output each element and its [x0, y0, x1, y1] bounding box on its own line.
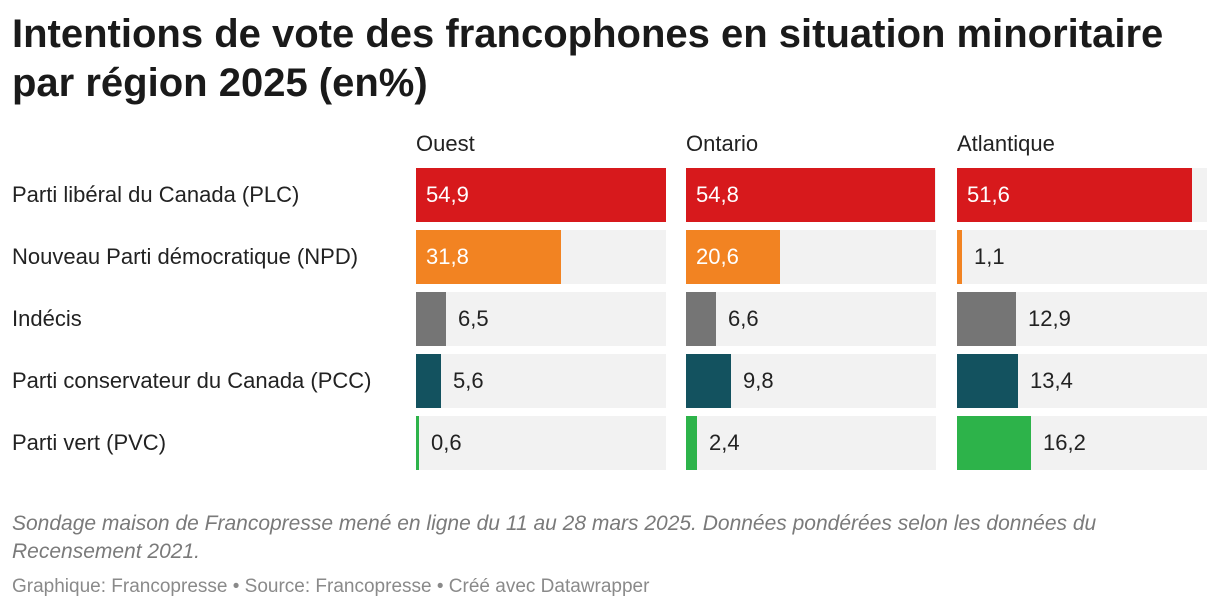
bar-track: 31,8	[416, 230, 666, 284]
category-label-3: Parti conservateur du Canada (PCC)	[12, 368, 372, 393]
bar-track: 54,9	[416, 168, 666, 222]
panel-header-0: Ouest	[416, 131, 475, 156]
bar-track: 1,1	[957, 230, 1207, 284]
data-label: 5,6	[453, 368, 484, 393]
bar	[686, 168, 935, 222]
bar-track: 0,6	[416, 416, 666, 470]
data-label: 12,9	[1028, 306, 1071, 331]
bar	[957, 230, 962, 284]
category-label-4: Parti vert (PVC)	[12, 430, 167, 455]
data-label: 31,8	[426, 244, 469, 269]
bar	[957, 292, 1016, 346]
bar-track: 16,2	[957, 416, 1207, 470]
data-label: 2,4	[709, 430, 740, 455]
bar	[416, 354, 441, 408]
bar-track: 13,4	[957, 354, 1207, 408]
data-label: 20,6	[696, 244, 739, 269]
bar	[686, 416, 697, 470]
bar	[686, 230, 780, 284]
bar-track: 6,5	[416, 292, 666, 346]
data-label: 0,6	[431, 430, 462, 455]
bar-track: 20,6	[686, 230, 936, 284]
bar-track: 12,9	[957, 292, 1207, 346]
data-label: 51,6	[967, 182, 1010, 207]
data-label: 54,9	[426, 182, 469, 207]
data-label: 6,6	[728, 306, 759, 331]
bar	[416, 292, 446, 346]
bar	[416, 168, 666, 222]
data-label: 13,4	[1030, 368, 1073, 393]
chart-note: Sondage maison de Francopresse mené en l…	[12, 512, 1097, 563]
bar-track: 9,8	[686, 354, 936, 408]
bar	[416, 230, 561, 284]
bar	[957, 416, 1031, 470]
bar-track: 6,6	[686, 292, 936, 346]
bar	[957, 354, 1018, 408]
panel-header-2: Atlantique	[957, 131, 1055, 156]
data-label: 9,8	[743, 368, 774, 393]
data-label: 6,5	[458, 306, 489, 331]
bar	[416, 416, 419, 470]
bar-track: 54,8	[686, 168, 936, 222]
bar	[686, 292, 716, 346]
chart-title: Intentions de vote des francophones en s…	[12, 12, 1164, 105]
bar-track: 2,4	[686, 416, 936, 470]
bar-track: 51,6	[957, 168, 1207, 222]
category-label-0: Parti libéral du Canada (PLC)	[12, 182, 300, 207]
data-label: 1,1	[974, 244, 1005, 269]
data-label: 16,2	[1043, 430, 1086, 455]
data-label: 54,8	[696, 182, 739, 207]
bar	[957, 168, 1192, 222]
bar-track: 5,6	[416, 354, 666, 408]
category-label-1: Nouveau Parti démocratique (NPD)	[12, 244, 359, 269]
bar	[686, 354, 731, 408]
category-label-2: Indécis	[12, 306, 82, 331]
panel-header-1: Ontario	[686, 131, 759, 156]
chart-footer: Graphique: Francopresse • Source: Franco…	[12, 576, 650, 597]
